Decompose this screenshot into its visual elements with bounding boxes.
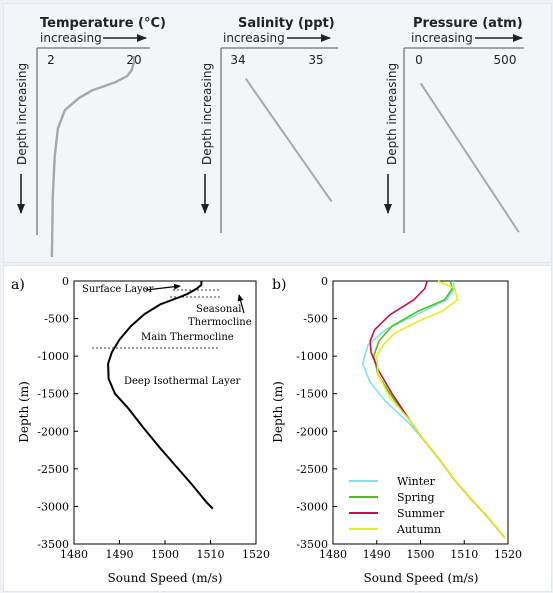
x-tick-label: 1500 xyxy=(151,548,179,561)
axis-ticks: 1480 1490 1500 1510 1520 0 -500 -1000 -1500 -2000… xyxy=(37,275,270,561)
legend-label: Autumn xyxy=(396,523,441,536)
y-tick-label: -1000 xyxy=(37,350,69,363)
profiles-panel xyxy=(3,3,552,263)
plot-area xyxy=(50,56,136,258)
y-axis-label: Depth (m) xyxy=(17,381,31,443)
y-axis-label: Depth (m) xyxy=(271,381,285,443)
legend: Winter Spring Summer Autumn xyxy=(349,475,445,536)
panel-label: b) xyxy=(272,277,286,293)
salinity-chart: Salinity (ppt) increasing 34 35 Depth in… xyxy=(200,16,338,233)
x-tick-label: 1510 xyxy=(197,548,225,561)
series-line xyxy=(369,280,506,539)
chart-title: Temperature (°C) xyxy=(40,16,166,31)
y-tick-label: -2500 xyxy=(296,463,328,476)
tick-label: 500 xyxy=(494,53,517,67)
x-tick-label: 1490 xyxy=(363,548,391,561)
sound-speed-panel xyxy=(3,265,552,592)
x-axis-label: Sound Speed (m/s) xyxy=(108,571,223,585)
direction-label: increasing xyxy=(223,31,285,45)
y-tick-label: -3000 xyxy=(37,500,69,513)
legend-label: Summer xyxy=(397,507,445,520)
series-line xyxy=(375,280,506,539)
x-tick-label: 1510 xyxy=(450,548,478,561)
direction-label: increasing xyxy=(40,31,102,45)
y-tick-label: -2500 xyxy=(37,463,69,476)
y-tick-label: -1500 xyxy=(296,388,328,401)
x-tick-label: 1490 xyxy=(106,548,134,561)
chart-title: Pressure (atm) xyxy=(413,16,523,31)
annotation-arrow xyxy=(237,294,245,314)
y-tick-label: -1000 xyxy=(296,350,328,363)
plot-area xyxy=(244,78,333,203)
y-tick-label: -1500 xyxy=(37,388,69,401)
temperature-chart: Temperature (°C) increasing 2 20 Depth i… xyxy=(15,16,166,258)
profile-line xyxy=(419,82,520,233)
y-tick-label: -3500 xyxy=(37,538,69,551)
annotation-arrow xyxy=(145,283,181,291)
direction-label: increasing xyxy=(411,31,473,45)
profile-line xyxy=(244,78,333,203)
series-layer xyxy=(361,280,506,539)
tick-label: 0 xyxy=(415,53,423,67)
y-tick-label: -2000 xyxy=(296,425,328,438)
y-tick-label: 0 xyxy=(62,275,69,288)
y-axis-label: Depth increasing xyxy=(15,63,29,165)
series-line xyxy=(107,281,214,510)
y-axis-label: Depth increasing xyxy=(200,63,214,165)
annotation: Main Thermocline xyxy=(141,332,234,343)
y-tick-label: -500 xyxy=(303,313,328,326)
pressure-chart: Pressure (atm) increasing 0 500 Depth in… xyxy=(384,16,524,233)
y-axis-label: Depth increasing xyxy=(385,63,399,165)
y-tick-label: -3000 xyxy=(296,500,328,513)
x-tick-label: 1520 xyxy=(494,548,522,561)
x-tick-label: 1480 xyxy=(60,548,88,561)
plot-area xyxy=(419,82,520,233)
profile-line xyxy=(50,56,136,258)
x-axis-label: Sound Speed (m/s) xyxy=(364,571,479,585)
y-tick-label: 0 xyxy=(321,275,328,288)
annotation: Thermocline xyxy=(188,317,252,328)
x-tick-label: 1480 xyxy=(319,548,347,561)
y-tick-label: -3500 xyxy=(296,538,328,551)
axis-ticks: 1480 1490 1500 1510 1520 0 -500 -1000 -1500 -2000… xyxy=(296,275,522,561)
y-tick-label: -2000 xyxy=(37,425,69,438)
annotation: Surface Layer xyxy=(82,284,154,295)
legend-label: Spring xyxy=(397,491,434,504)
y-tick-label: -500 xyxy=(44,313,69,326)
chart-title: Salinity (ppt) xyxy=(238,16,335,31)
x-tick-label: 1520 xyxy=(242,548,270,561)
annotation: Deep Isothermal Layer xyxy=(124,376,241,387)
annotation: Seasonal xyxy=(196,304,241,315)
sound-speed-chart-b: b) 1480 1490 1500 1510 1520 0 -500 -1000 -1500 -2… xyxy=(271,275,522,585)
legend-label: Winter xyxy=(397,475,436,488)
series-layer xyxy=(107,281,214,510)
panel-label: a) xyxy=(11,277,25,293)
tick-label: 2 xyxy=(47,53,55,67)
tick-label: 35 xyxy=(308,53,323,67)
x-tick-label: 1500 xyxy=(407,548,435,561)
sound-speed-chart-a: a) 1480 1490 1500 1510 1520 0 -500 -1000 -1500 -2… xyxy=(11,275,270,585)
tick-label: 34 xyxy=(230,53,245,67)
